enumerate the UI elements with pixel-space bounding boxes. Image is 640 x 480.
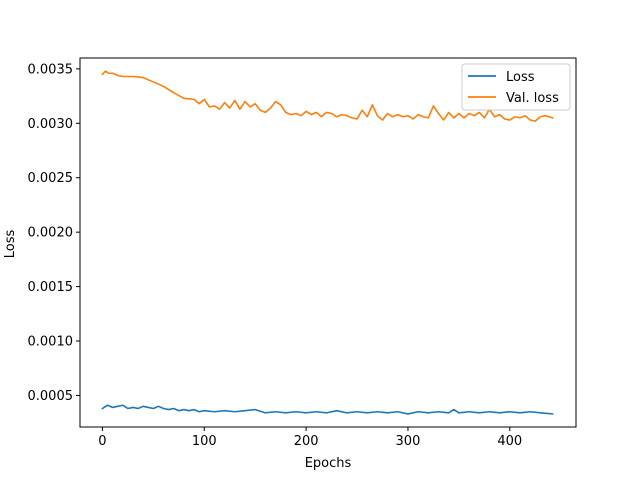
y-tick-label: 0.0020 [28, 226, 74, 241]
x-tick-label: 400 [497, 434, 522, 449]
y-tick-label: 0.0030 [28, 117, 74, 132]
x-tick-label: 200 [294, 434, 319, 449]
y-tick-label: 0.0035 [28, 62, 74, 77]
x-tick-label: 100 [192, 434, 217, 449]
y-tick-label: 0.0005 [28, 389, 74, 404]
x-tick-label: 300 [396, 434, 421, 449]
plot-area [80, 58, 576, 427]
y-axis: 0.0005 0.0010 0.0015 0.0020 0.0025 0.0030 0.00… [28, 62, 80, 404]
x-tick-label: 0 [98, 434, 106, 449]
y-tick-label: 0.0010 [28, 335, 74, 350]
y-tick-label: 0.0025 [28, 171, 74, 186]
x-axis-label: Epochs [305, 456, 352, 471]
legend: Loss Val. loss [461, 63, 571, 111]
legend-label: Loss [506, 70, 535, 85]
series-line-val-loss [101, 70, 554, 122]
series-line-loss [101, 404, 554, 415]
series-layer [101, 70, 554, 415]
x-axis: 0 100 200 300 400 [98, 427, 522, 449]
plot-background [80, 58, 576, 427]
legend-label: Val. loss [506, 91, 559, 106]
y-tick-label: 0.0015 [28, 280, 74, 295]
y-axis-label: Loss [3, 230, 18, 259]
plot-frame [79, 57, 577, 428]
